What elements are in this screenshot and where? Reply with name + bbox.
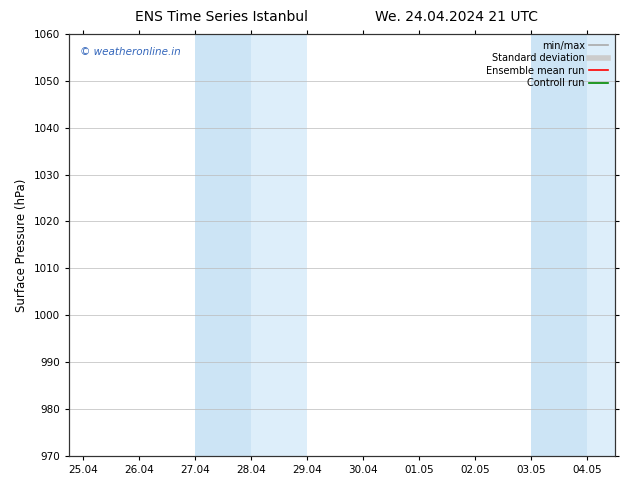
Bar <box>251 34 307 456</box>
Y-axis label: Surface Pressure (hPa): Surface Pressure (hPa) <box>15 178 28 312</box>
Bar <box>195 34 251 456</box>
Text: We. 24.04.2024 21 UTC: We. 24.04.2024 21 UTC <box>375 10 538 24</box>
Text: © weatheronline.in: © weatheronline.in <box>80 47 181 56</box>
Bar <box>531 34 587 456</box>
Bar <box>587 34 615 456</box>
Legend: min/max, Standard deviation, Ensemble mean run, Controll run: min/max, Standard deviation, Ensemble me… <box>484 39 610 90</box>
Text: ENS Time Series Istanbul: ENS Time Series Istanbul <box>136 10 308 24</box>
